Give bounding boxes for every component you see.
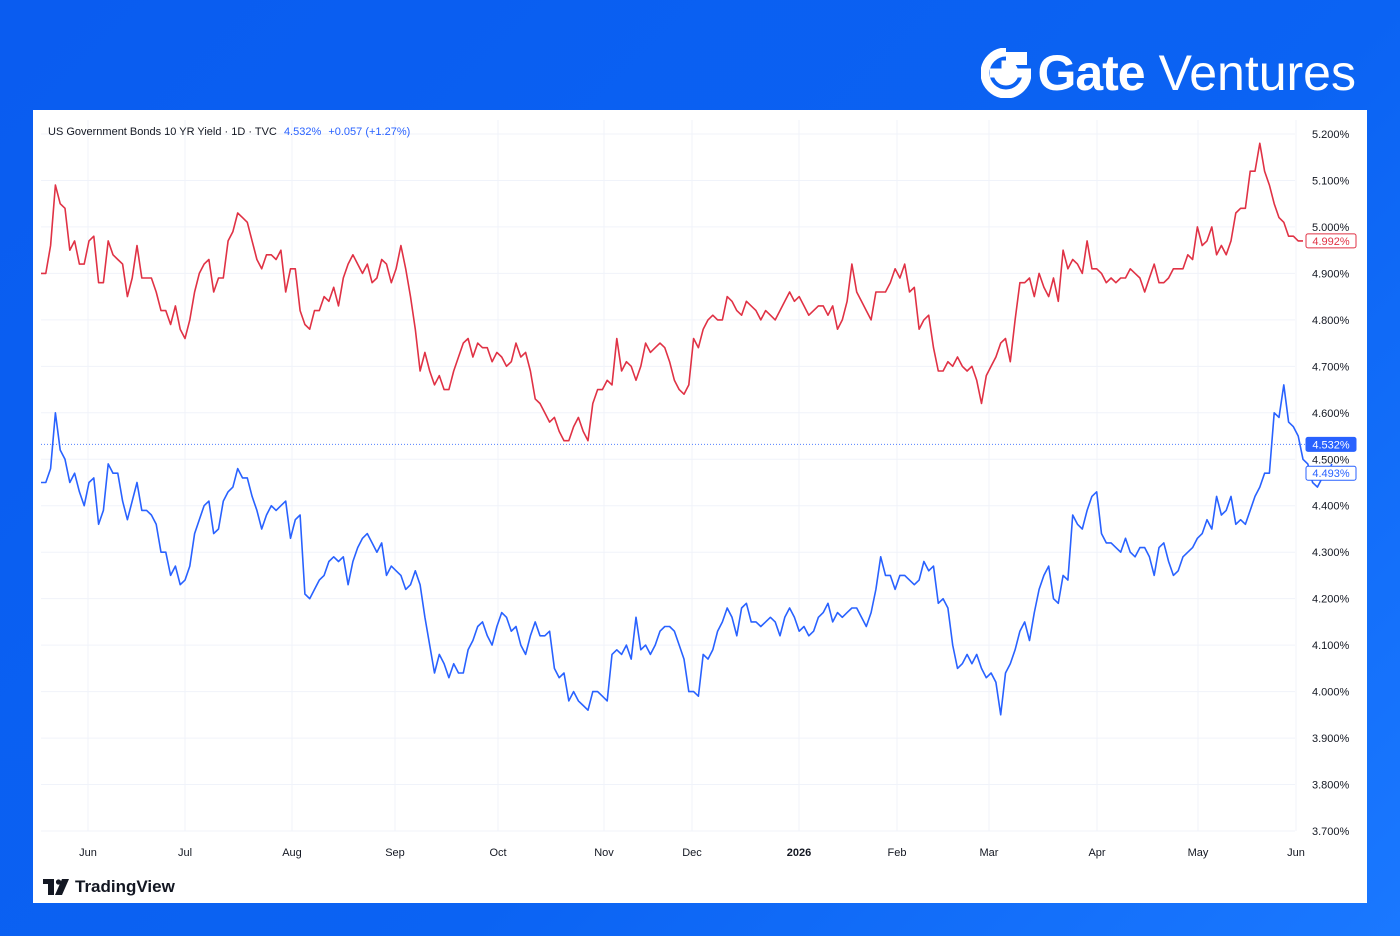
legend-last-value: 4.532% <box>283 126 322 138</box>
brand-word-ventures: Ventures <box>1158 45 1356 101</box>
legend-change: +0.057 (+1.27%) <box>328 126 411 138</box>
y-tick-label: 5.000% <box>1312 222 1350 234</box>
red-series-last-label-box <box>1305 233 1357 249</box>
x-tick-label: Apr <box>1088 847 1105 859</box>
x-tick-label: Nov <box>594 847 614 859</box>
brand-logo: Gate Ventures <box>981 38 1356 108</box>
blue-series-last-label: 4.493% <box>1312 468 1350 480</box>
y-tick-label: 4.400% <box>1312 501 1350 513</box>
x-tick-label: Mar <box>980 847 999 859</box>
y-tick-label: 3.900% <box>1312 733 1350 745</box>
y-tick-label: 3.800% <box>1312 780 1350 792</box>
y-tick-label: 5.200% <box>1312 129 1350 141</box>
blue-series-last-label-box <box>1305 465 1357 481</box>
y-tick-label: 4.700% <box>1312 361 1350 373</box>
y-tick-label: 4.500% <box>1312 454 1350 466</box>
y-tick-label: 3.700% <box>1312 826 1350 838</box>
y-tick-label: 4.900% <box>1312 268 1350 280</box>
y-tick-label: 5.100% <box>1312 175 1350 187</box>
x-tick-label: Jun <box>1287 847 1305 859</box>
x-tick-label: May <box>1188 847 1209 859</box>
brand-word-gate: Gate <box>1037 45 1145 101</box>
y-tick-label: 4.300% <box>1312 547 1350 559</box>
x-tick-label: Jul <box>178 847 192 859</box>
x-tick-label: Feb <box>888 847 907 859</box>
y-tick-label: 4.000% <box>1312 687 1350 699</box>
x-tick-label: Aug <box>282 847 302 859</box>
tradingview-icon <box>43 879 69 895</box>
x-tick-label: Jun <box>79 847 97 859</box>
reference-value-label: 4.532% <box>1312 439 1350 451</box>
tradingview-logo: TradingView <box>43 877 175 897</box>
tradingview-wordmark: TradingView <box>75 877 175 896</box>
y-tick-label: 4.100% <box>1312 640 1350 652</box>
x-tick-label: Oct <box>489 847 506 859</box>
chart-card: 5.200% 5.100% 5.000% 4.900% 4.800% 4.700% 4.60… <box>33 110 1367 903</box>
x-tick-label: Sep <box>385 847 405 859</box>
y-tick-label: 4.600% <box>1312 408 1350 420</box>
x-tick-label: 2026 <box>787 847 811 859</box>
chart-legend: US Government Bonds 10 YR Yield · 1D · T… <box>48 126 410 138</box>
reference-value-label-box <box>1305 436 1357 452</box>
red-series-last-label: 4.992% <box>1312 236 1350 248</box>
series-line <box>41 142 1303 442</box>
legend-symbol: US Government Bonds 10 YR Yield · 1D · T… <box>48 126 277 138</box>
line-chart: 5.200% 5.100% 5.000% 4.900% 4.800% 4.700% 4.60… <box>41 120 1357 859</box>
y-tick-label: 4.200% <box>1312 594 1350 606</box>
x-tick-label: Dec <box>682 847 702 859</box>
gate-logo-icon <box>981 48 1032 98</box>
series-line <box>41 384 1333 716</box>
y-tick-label: 4.800% <box>1312 315 1350 327</box>
